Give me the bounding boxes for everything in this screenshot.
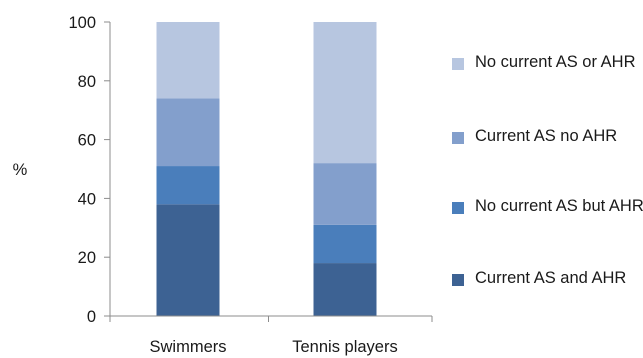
legend-item-no-current-as-but-ahr: No current AS but AHR bbox=[452, 196, 643, 217]
legend-item-current-as-no-ahr: Current AS no AHR bbox=[452, 126, 643, 147]
legend-swatch bbox=[452, 132, 464, 144]
legend-label: Current AS no AHR bbox=[475, 127, 618, 145]
bar-segment bbox=[156, 98, 220, 167]
legend-label: No current AS or AHR bbox=[475, 53, 636, 71]
legend-swatch bbox=[452, 202, 464, 214]
legend-item-current-as-and-ahr: Current AS and AHR bbox=[452, 268, 643, 289]
legend: No current AS or AHR Current AS no AHR N… bbox=[452, 0, 643, 358]
bar-segment bbox=[313, 22, 377, 164]
bar-segment bbox=[313, 224, 377, 264]
legend-label: Current AS and AHR bbox=[475, 269, 627, 287]
bar-segment bbox=[156, 204, 220, 316]
bar-segment bbox=[313, 163, 377, 225]
y-tick-label: 60 bbox=[78, 132, 96, 150]
y-tick-label: 20 bbox=[78, 249, 96, 267]
bar-segment bbox=[156, 166, 220, 205]
x-tick-label: Tennis players bbox=[292, 338, 397, 356]
legend-swatch bbox=[452, 274, 464, 286]
y-tick-label: 40 bbox=[78, 190, 96, 208]
bar-segment bbox=[313, 263, 377, 316]
y-tick-label: 0 bbox=[87, 308, 96, 326]
stacked-bar-chart: 0 20 40 60 80 100 Swimmers Tennis players% bbox=[13, 14, 433, 356]
legend-item-no-current-as-or-ahr: No current AS or AHR bbox=[452, 52, 643, 73]
legend-label: No current AS but AHR bbox=[475, 197, 643, 215]
x-tick-label: Swimmers bbox=[150, 338, 227, 356]
y-tick-label: 80 bbox=[78, 73, 96, 91]
legend-swatch bbox=[452, 58, 464, 70]
y-axis-label: % bbox=[13, 161, 28, 179]
bar-segment bbox=[156, 22, 220, 99]
y-tick-label: 100 bbox=[68, 14, 96, 32]
